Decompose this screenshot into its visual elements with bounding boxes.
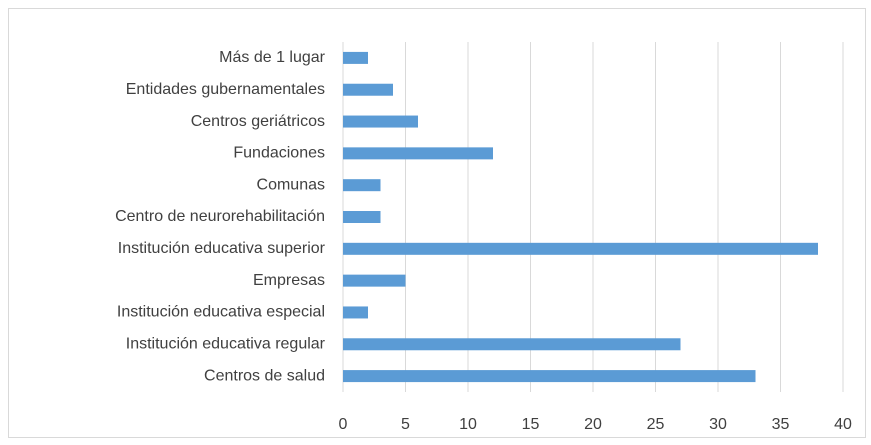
bar [343,211,381,223]
x-tick-label: 15 [522,416,540,433]
x-tick-label: 30 [709,416,727,433]
bar [343,83,393,96]
x-tick-label: 5 [401,416,410,433]
chart-border [8,8,866,438]
bar [343,338,681,351]
bar [343,306,368,319]
y-tick-label: Más de 1 lugar [219,49,326,66]
y-tick-label: Comunas [257,176,325,193]
y-tick-label: Fundaciones [233,145,325,162]
y-tick-label: Empresas [253,272,325,289]
y-tick-label: Centro de neurorehabilitación [115,208,325,225]
y-tick-label: Centros de salud [204,367,325,384]
x-tick-label: 40 [834,416,852,433]
bar [343,370,756,383]
x-tick-label: 10 [459,416,477,433]
x-tick-label: 20 [584,416,602,433]
y-tick-label: Institución educativa superior [118,240,326,257]
y-tick-label: Institución educativa regular [126,335,326,352]
bar [343,274,406,287]
x-tick-label: 35 [772,416,790,433]
bar [343,147,493,160]
y-tick-label: Centros geriátricos [191,113,325,130]
x-tick-label: 25 [647,416,665,433]
bar [343,179,381,192]
y-tick-label: Entidades gubernamentales [126,81,325,98]
bar [343,115,418,128]
y-tick-label: Institución educativa especial [117,304,325,321]
bar [343,51,368,64]
x-tick-label: 0 [339,416,348,433]
bar [343,242,818,255]
